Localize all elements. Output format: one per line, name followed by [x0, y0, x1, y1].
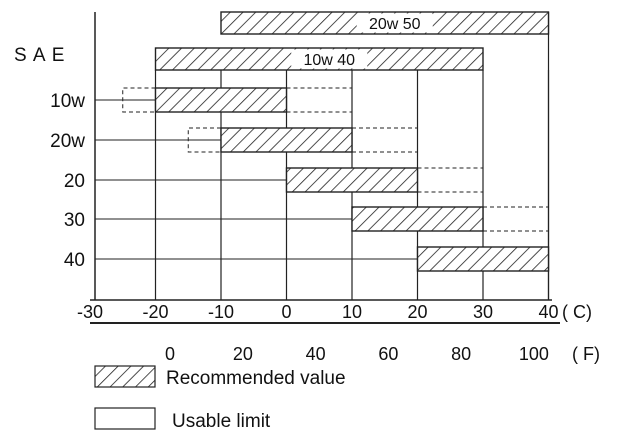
- multigrade-label-box: [356, 13, 433, 33]
- recommended-bar: [285, 167, 419, 193]
- legend-usable-label: Usable limit: [172, 411, 271, 432]
- multigrade-label: 10w 40: [303, 52, 355, 69]
- recommended-bar: [154, 87, 288, 113]
- celsius-tick-label: 0: [281, 302, 291, 322]
- legend: Recommended value Usable limit: [94, 365, 346, 432]
- fahrenheit-unit-label: ( F): [572, 344, 600, 364]
- fahrenheit-tick-label: 80: [451, 344, 471, 364]
- celsius-tick-label: -10: [208, 302, 234, 322]
- sae-axis-title: S A E: [14, 45, 65, 66]
- legend-usable-swatch: [94, 407, 156, 430]
- celsius-tick-label: 10: [342, 302, 362, 322]
- fahrenheit-tick-label: 0: [165, 344, 175, 364]
- celsius-tick-label: 40: [538, 302, 558, 322]
- legend-recommended-label: Recommended value: [166, 368, 346, 389]
- legend-recommended-swatch: [94, 365, 156, 388]
- celsius-tick-label: -30: [77, 302, 103, 322]
- grade-labels: 10w 20w 20 30 40: [50, 91, 85, 271]
- fahrenheit-tick-label: 60: [378, 344, 398, 364]
- fahrenheit-tick-label: 40: [306, 344, 326, 364]
- recommended-bar: [351, 206, 484, 232]
- grade-bars: [122, 87, 550, 272]
- grade-label: 20: [64, 171, 85, 192]
- celsius-unit-label: ( C): [562, 302, 592, 322]
- grade-label: 40: [64, 250, 85, 271]
- usable-limit-bar: [352, 127, 418, 153]
- grade-label: 30: [64, 210, 85, 231]
- grade-label: 10w: [50, 91, 85, 112]
- fahrenheit-tick-labels: 0 20 40 60 80 100: [165, 344, 549, 364]
- usable-limit-bar: [286, 87, 352, 113]
- fahrenheit-tick-label: 20: [233, 344, 253, 364]
- celsius-tick-label: -20: [142, 302, 168, 322]
- multigrade-label-box: [291, 49, 368, 69]
- celsius-tick-label: 20: [407, 302, 427, 322]
- fahrenheit-tick-label: 100: [519, 344, 549, 364]
- grade-label: 20w: [50, 131, 85, 152]
- usable-limit-bar: [483, 206, 549, 232]
- celsius-tick-labels: -30 -20 -10 0 10 20 30 40: [77, 302, 559, 322]
- recommended-bar: [220, 127, 353, 153]
- multigrade-bands: 20w 50 10w 40: [154, 11, 550, 71]
- celsius-tick-label: 30: [473, 302, 493, 322]
- recommended-bar: [416, 246, 550, 272]
- usable-limit-bar: [187, 127, 221, 153]
- usable-limit-bar: [122, 87, 156, 113]
- usable-limit-bar: [417, 167, 483, 193]
- multigrade-label: 20w 50: [369, 16, 421, 33]
